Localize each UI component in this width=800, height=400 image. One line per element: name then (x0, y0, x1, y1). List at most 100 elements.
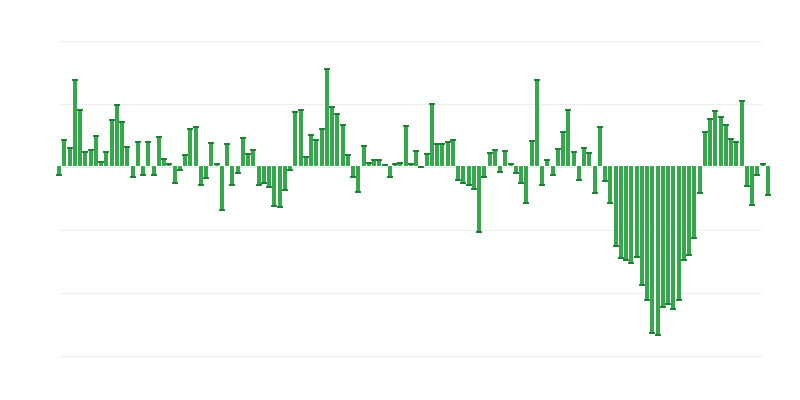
bar-tip-cap (665, 303, 671, 305)
bar-tip-cap (701, 131, 708, 133)
bar (676, 166, 681, 301)
bar (146, 141, 151, 166)
bar-tip-cap (418, 166, 425, 168)
bar (566, 109, 571, 166)
bar-tip-cap (145, 141, 152, 143)
bar (603, 166, 607, 182)
bar-tip-cap (486, 152, 493, 154)
bar (471, 166, 476, 190)
bar-tip-cap (512, 172, 519, 174)
bar-tip-cap (98, 161, 104, 163)
bar (482, 166, 487, 178)
bar-tip-cap (77, 109, 83, 111)
bar-tip-cap (738, 100, 745, 102)
bar-tip-cap (544, 159, 551, 161)
bar-tip-cap (365, 162, 372, 164)
bar-tip-cap (82, 151, 89, 153)
bar-tip-cap (119, 121, 125, 123)
bar (435, 143, 439, 166)
bar (519, 166, 523, 184)
bar (198, 166, 203, 186)
bar-tip-cap (649, 332, 656, 334)
bar (755, 166, 760, 176)
bar (618, 166, 623, 259)
bar-tip-cap (575, 179, 582, 181)
bar (466, 166, 471, 186)
bar-tip-cap (413, 150, 419, 152)
gridline (60, 230, 762, 231)
bar-tip-cap (171, 182, 178, 184)
bar-tip-cap (628, 262, 635, 264)
bar-tip-cap (743, 185, 750, 187)
bar-tip-cap (308, 134, 314, 136)
bar-tip-cap (281, 189, 288, 191)
bar-tip-cap (124, 146, 131, 148)
bar (456, 166, 460, 181)
bar-tip-cap (675, 299, 682, 301)
bar-tip-cap (371, 159, 377, 161)
bar (487, 152, 492, 166)
bar-tip-cap (560, 131, 566, 133)
bar (634, 166, 639, 258)
bar-tip-cap (439, 143, 446, 145)
bar-tip-cap (213, 163, 220, 165)
bar-tip-cap (329, 106, 335, 108)
bar (702, 131, 707, 166)
bar-tip-cap (192, 126, 199, 128)
bar-tip-cap (313, 139, 320, 141)
bar (650, 166, 655, 334)
bar (697, 166, 702, 194)
bar-tip-cap (381, 164, 388, 166)
bar-tip-cap (570, 151, 577, 153)
bar (324, 68, 329, 166)
bar-tip-cap (659, 306, 666, 308)
bar-tip-cap (612, 245, 619, 247)
bar (88, 149, 93, 166)
bar (445, 141, 450, 166)
bar-tip-cap (455, 179, 461, 181)
bar-tip-cap (449, 139, 456, 141)
bar (330, 106, 334, 166)
bar (461, 166, 466, 184)
bar-tip-cap (150, 174, 157, 176)
bar (550, 166, 555, 176)
bar (624, 166, 628, 261)
bar-tip-cap (754, 174, 761, 176)
bar-tip-cap (764, 194, 771, 196)
bar (592, 166, 597, 194)
bar-tip-cap (434, 143, 440, 145)
bar (723, 124, 728, 166)
bar-tip-cap (129, 176, 136, 178)
bar (708, 118, 712, 166)
bar-tip-cap (507, 163, 514, 165)
bar (204, 166, 208, 179)
bar (387, 166, 392, 178)
bar-tip-cap (271, 205, 278, 207)
bar (93, 135, 98, 166)
bar (256, 166, 261, 186)
bar (477, 166, 481, 233)
bar-tip-cap (397, 162, 404, 164)
bar (582, 147, 586, 166)
bar-tip-cap (161, 158, 167, 160)
bar (288, 166, 292, 171)
bar-tip-cap (617, 257, 624, 259)
bar-tip-cap (318, 128, 325, 130)
bar (398, 162, 403, 166)
bar-tip-cap (749, 204, 755, 206)
bar (450, 139, 455, 166)
bar-tip-cap (691, 237, 698, 239)
bar (545, 159, 550, 166)
bar-tip-cap (465, 184, 472, 186)
bar-tip-cap (717, 116, 724, 118)
bar-tip-cap (323, 68, 330, 70)
bar (687, 166, 691, 256)
gridline (60, 104, 762, 105)
bar (282, 166, 287, 191)
bar (267, 166, 271, 188)
bar-tip-cap (134, 141, 141, 143)
bar-tip-cap (696, 192, 703, 194)
gridline (60, 41, 762, 42)
